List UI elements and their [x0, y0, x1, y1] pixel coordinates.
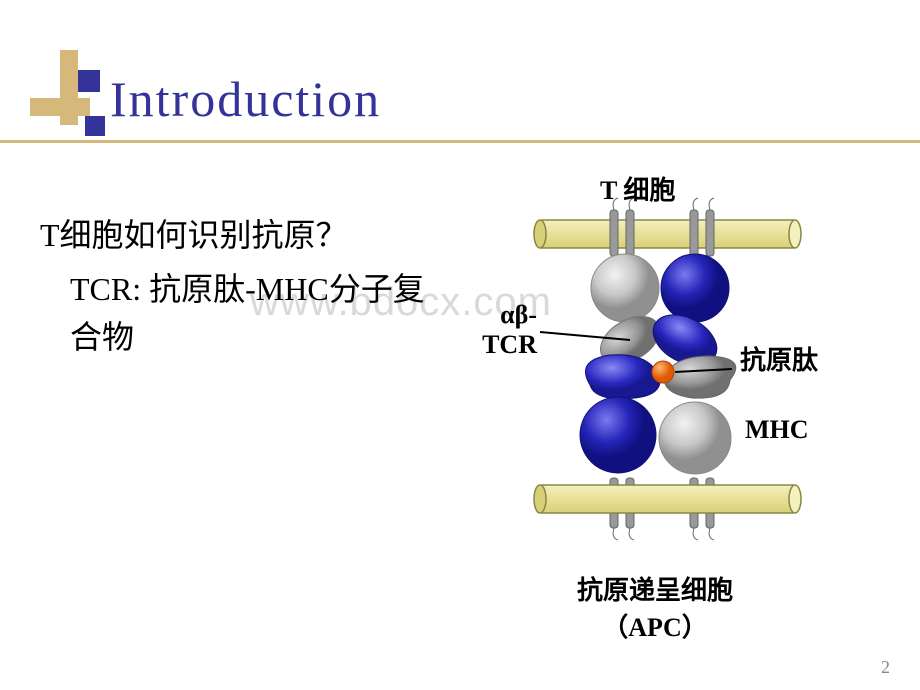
top-membrane [534, 220, 801, 248]
label-antigen-peptide: 抗原肽 [740, 340, 818, 377]
page-number: 2 [881, 657, 890, 678]
label-apc-line1: 抗原递呈细胞 [577, 576, 733, 605]
tcr-mhc-diagram [480, 180, 880, 620]
decor-blue-sq2 [85, 116, 105, 136]
mhc-blue-sphere [580, 397, 656, 473]
label-tcr-text: TCR [482, 330, 537, 359]
bottom-membrane [534, 485, 801, 513]
antigen-peptide [652, 361, 674, 383]
label-tcell: T 细胞 [600, 170, 675, 207]
label-apc: 抗原递呈细胞 （APC） [555, 570, 755, 644]
answer-text: TCR: 抗原肽-MHC分子复合物 [70, 265, 450, 361]
tcr-const-blue [661, 254, 729, 322]
title-underline [0, 140, 920, 143]
question-text: T细胞如何识别抗原？ [40, 210, 348, 256]
label-mhc: MHC [745, 415, 809, 445]
label-tcr: αβ- TCR [457, 300, 537, 360]
label-apc-line2: （APC） [602, 613, 707, 642]
title-bullet-decor [30, 50, 110, 150]
decor-tan-horiz [30, 98, 90, 116]
label-tcr-ab: αβ- [500, 300, 537, 329]
mhc-blue-lobe [586, 355, 661, 399]
slide-title: Introduction [110, 70, 381, 128]
mhc-gray-sphere [659, 402, 731, 474]
decor-blue-sq1 [78, 70, 100, 92]
mhc-gray-lobe [664, 356, 736, 398]
tcr-const-gray [591, 254, 659, 322]
